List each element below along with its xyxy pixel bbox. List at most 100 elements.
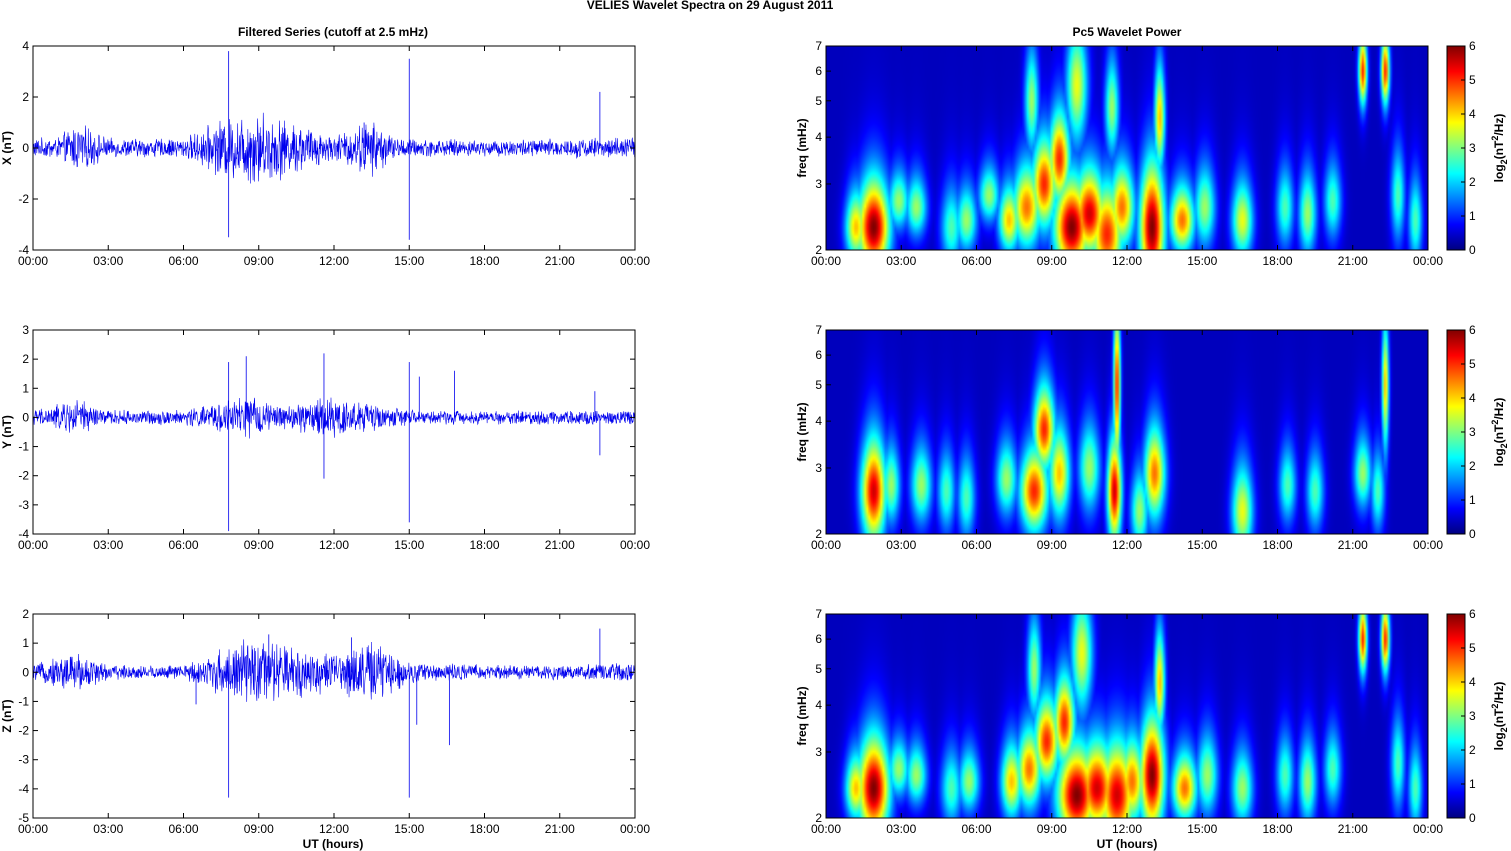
colorbar-label-part: /Hz)	[1492, 398, 1506, 420]
colorbar-tick-label: 6	[1469, 323, 1476, 337]
y-tick-label: 0	[22, 665, 29, 679]
colorbar-label-part: (nT	[1492, 424, 1506, 443]
wavelet-panel-y: 2 3 4 5 6 7 00:00 03:00 06:00 09:00 12:00 15:00 18:0…	[795, 323, 1509, 552]
colorbar-tick-label: 3	[1469, 425, 1476, 439]
x-tick-label: 18:00	[469, 538, 499, 552]
x-tick-label: 09:00	[1037, 254, 1067, 268]
x-tick-label: 18:00	[1262, 254, 1292, 268]
x-tick-label: 06:00	[168, 254, 198, 268]
x-tick-label: 18:00	[469, 822, 499, 836]
y-tick-label: -4	[18, 782, 29, 796]
x-tick-label: 09:00	[244, 538, 274, 552]
y-tick-label: 2	[815, 243, 822, 257]
x-tick-label: 09:00	[1037, 538, 1067, 552]
x-tick-label: 06:00	[961, 822, 991, 836]
x-tick-label: 00:00	[1413, 822, 1443, 836]
colorbar-label-sub: 2	[1499, 159, 1509, 164]
x-tick-label: 12:00	[319, 822, 349, 836]
x-tick-label: 06:00	[168, 538, 198, 552]
x-tick-label: 00:00	[1413, 538, 1443, 552]
colorbar-tick-label: 4	[1469, 391, 1476, 405]
x-tick-label: 21:00	[545, 538, 575, 552]
y-tick-label: 3	[22, 323, 29, 337]
colorbar-label-part: /Hz)	[1492, 114, 1506, 136]
x-tick-label: 00:00	[620, 822, 650, 836]
y-tick-label: 4	[815, 414, 822, 428]
y-tick-label: 1	[22, 636, 29, 650]
y-tick-label: 7	[815, 607, 822, 621]
colorbar-label-sub: 2	[1499, 727, 1509, 732]
x-tick-label: 06:00	[168, 822, 198, 836]
left-xlabel: UT (hours)	[303, 837, 364, 851]
y-tick-label: -1	[18, 694, 29, 708]
y-tick-label: -1	[18, 440, 29, 454]
y-tick-label: 6	[815, 64, 822, 78]
colorbar-label-sub: 2	[1499, 443, 1509, 448]
x-tick-label: 15:00	[1187, 254, 1217, 268]
x-tick-label: 09:00	[244, 822, 274, 836]
y-tick-label: 2	[22, 352, 29, 366]
colorbar-tick-label: 0	[1469, 243, 1476, 257]
x-tick-label: 18:00	[469, 254, 499, 268]
x-tick-label: 03:00	[93, 822, 123, 836]
colorbar-label-sup: 2	[1490, 420, 1500, 425]
y-tick-label: 4	[815, 130, 822, 144]
y-axis-label: freq (mHz)	[795, 686, 809, 745]
x-tick-label: 12:00	[1112, 538, 1142, 552]
y-tick-label: 3	[815, 745, 822, 759]
timeseries-panel-z: -5 -4 -3 -2 -1 0 1 2 00:00 03:00 06:00 09:00 12:00 15…	[0, 607, 650, 836]
colorbar-tick-label: 3	[1469, 709, 1476, 723]
y-axis-label: freq (mHz)	[795, 402, 809, 461]
colorbar-tick-label: 4	[1469, 675, 1476, 689]
x-tick-label: 21:00	[1338, 538, 1368, 552]
y-tick-label: -2	[18, 724, 29, 738]
colorbar-tick-label: 5	[1469, 73, 1476, 87]
x-tick-label: 15:00	[394, 822, 424, 836]
colorbar-tick-label: 2	[1469, 459, 1476, 473]
y-axis-label: freq (mHz)	[795, 118, 809, 177]
y-tick-label: -4	[18, 243, 29, 257]
colorbar-label-part: log	[1492, 448, 1506, 466]
colorbar-label-part: log	[1492, 732, 1506, 750]
y-tick-label: -5	[18, 811, 29, 825]
x-tick-label: 00:00	[18, 822, 48, 836]
x-tick-label: 15:00	[1187, 538, 1217, 552]
x-tick-label: 00:00	[620, 538, 650, 552]
colorbar-tick-label: 3	[1469, 141, 1476, 155]
x-tick-label: 21:00	[545, 254, 575, 268]
x-tick-label: 09:00	[1037, 822, 1067, 836]
colorbar-label: log2(nT2/Hz)	[1490, 114, 1509, 183]
right-xlabel: UT (hours)	[1097, 837, 1158, 851]
x-tick-label: 00:00	[811, 822, 841, 836]
y-tick-label: 4	[815, 698, 822, 712]
x-tick-label: 12:00	[1112, 254, 1142, 268]
colorbar-tick-label: 6	[1469, 607, 1476, 621]
x-tick-label: 18:00	[1262, 538, 1292, 552]
colorbar-tick-label: 1	[1469, 493, 1476, 507]
x-tick-label: 18:00	[1262, 822, 1292, 836]
y-tick-label: 2	[22, 607, 29, 621]
x-tick-label: 06:00	[961, 254, 991, 268]
figure-title: VELIES Wavelet Spectra on 29 August 2011	[587, 0, 834, 12]
left-column-title: Filtered Series (cutoff at 2.5 mHz)	[238, 25, 428, 39]
x-tick-label: 03:00	[93, 538, 123, 552]
panels: -4 -2 0 2 4 00:00 03:00 06:00 09:00 12:00 15:00 18:…	[0, 39, 1509, 836]
colorbar-label-part: log	[1492, 164, 1506, 182]
wavelet-power-map	[826, 330, 1428, 534]
x-tick-label: 09:00	[244, 254, 274, 268]
x-tick-label: 00:00	[811, 254, 841, 268]
colorbar-label-part: (nT	[1492, 708, 1506, 727]
wavelet-power-map	[826, 614, 1428, 818]
y-tick-label: -2	[18, 469, 29, 483]
x-tick-label: 03:00	[886, 254, 916, 268]
colorbar-label: log2(nT2/Hz)	[1490, 682, 1509, 751]
y-tick-label: 3	[815, 461, 822, 475]
x-tick-label: 12:00	[1112, 822, 1142, 836]
colorbar-tick-label: 1	[1469, 777, 1476, 791]
x-tick-label: 21:00	[545, 822, 575, 836]
x-tick-label: 00:00	[620, 254, 650, 268]
y-tick-label: 3	[815, 177, 822, 191]
x-tick-label: 21:00	[1338, 254, 1368, 268]
